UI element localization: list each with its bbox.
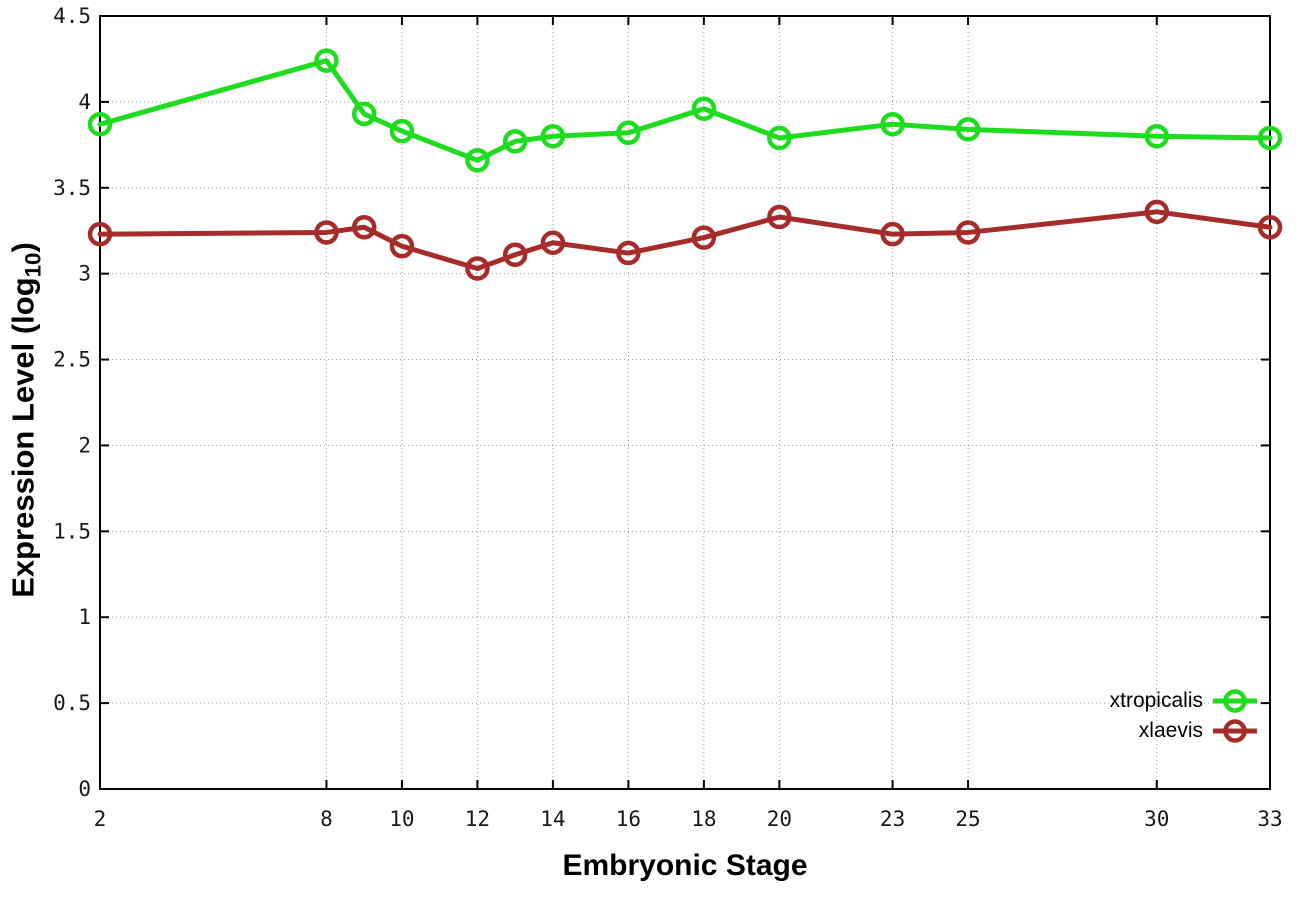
data-point-xtropicalis: [540, 123, 566, 149]
data-point-xlaevis: [314, 220, 339, 245]
series-line-xtropicalis: [97, 58, 1273, 163]
y-tick-label: 3: [78, 262, 91, 286]
x-tick-label: 20: [767, 807, 792, 831]
x-tick-label: 23: [880, 807, 905, 831]
data-point-xlaevis: [1257, 215, 1283, 240]
x-tick-label: 12: [465, 807, 490, 831]
data-point-xtropicalis: [1144, 123, 1170, 149]
plot-border: [99, 15, 1271, 790]
data-point-xlaevis: [1144, 199, 1170, 225]
legend-item-xlaevis: xlaevis: [1139, 717, 1257, 745]
data-point-xlaevis: [389, 233, 415, 259]
x-axis-title: Embryonic Stage: [562, 849, 808, 882]
data-point-xtropicalis: [87, 111, 113, 137]
data-point-xtropicalis: [465, 148, 490, 173]
x-tick-label: 33: [1257, 807, 1282, 831]
x-tick-label: 8: [320, 807, 333, 831]
x-tick-label: 16: [616, 807, 641, 831]
legend-label-xtropicalis: xtropicalis: [1109, 689, 1203, 712]
legend-marker-circle: [1223, 689, 1247, 713]
y-tick-label: 4: [78, 90, 91, 114]
y-tick-label: 0.5: [53, 691, 91, 715]
y-axis-title: Expression Level (log10): [5, 242, 46, 598]
x-tick-label: 10: [389, 807, 414, 831]
data-point-xtropicalis: [767, 125, 792, 151]
x-tick-label: 18: [691, 807, 716, 831]
y-tick-label: 1: [78, 605, 91, 629]
data-point-xtropicalis: [502, 129, 528, 154]
data-point-xlaevis: [351, 215, 377, 240]
data-point-xlaevis: [767, 204, 792, 230]
y-axis-title-close: ): [5, 242, 41, 253]
x-tick-label: 25: [955, 807, 980, 831]
legend-marker-xtropicalis-icon: [1213, 689, 1257, 713]
data-point-xlaevis: [955, 220, 981, 245]
x-tick-label: 14: [540, 807, 565, 831]
y-tick-label: 1.5: [53, 519, 91, 543]
legend-label-xlaevis: xlaevis: [1138, 719, 1203, 742]
y-tick-label: 2: [78, 433, 91, 457]
y-tick-label: 3.5: [53, 176, 91, 200]
legend-item-xtropicalis: xtropicalis: [1110, 687, 1257, 715]
data-point-xtropicalis: [616, 120, 641, 146]
y-tick-label: 2.5: [53, 348, 91, 372]
data-point-xlaevis: [502, 242, 528, 268]
data-point-xlaevis: [465, 256, 490, 281]
series-line-xlaevis: [97, 209, 1273, 272]
data-point-xtropicalis: [691, 96, 717, 122]
data-point-xlaevis: [691, 225, 717, 250]
data-point-xlaevis: [540, 230, 566, 255]
data-point-xtropicalis: [880, 111, 905, 137]
data-point-xlaevis: [880, 221, 905, 247]
x-tick-label: 2: [94, 807, 107, 831]
y-tick-label: 4.5: [53, 4, 91, 28]
y-axis-title-subscript: 10: [20, 252, 46, 278]
data-point-xtropicalis: [389, 118, 415, 144]
legend-marker-xlaevis-icon: [1213, 719, 1257, 743]
legend: xtropicalis xlaevis: [1110, 687, 1257, 745]
data-point-xlaevis: [87, 221, 113, 247]
data-point-xtropicalis: [351, 101, 377, 127]
data-point-xtropicalis: [1257, 125, 1283, 151]
data-point-xtropicalis: [314, 48, 339, 73]
y-axis-title-text: Expression Level (log: [5, 277, 41, 598]
legend-marker-circle: [1223, 719, 1247, 743]
x-tick-label: 30: [1144, 807, 1169, 831]
data-point-xlaevis: [616, 240, 641, 266]
y-tick-label: 0: [78, 777, 91, 801]
data-point-xtropicalis: [955, 117, 981, 142]
